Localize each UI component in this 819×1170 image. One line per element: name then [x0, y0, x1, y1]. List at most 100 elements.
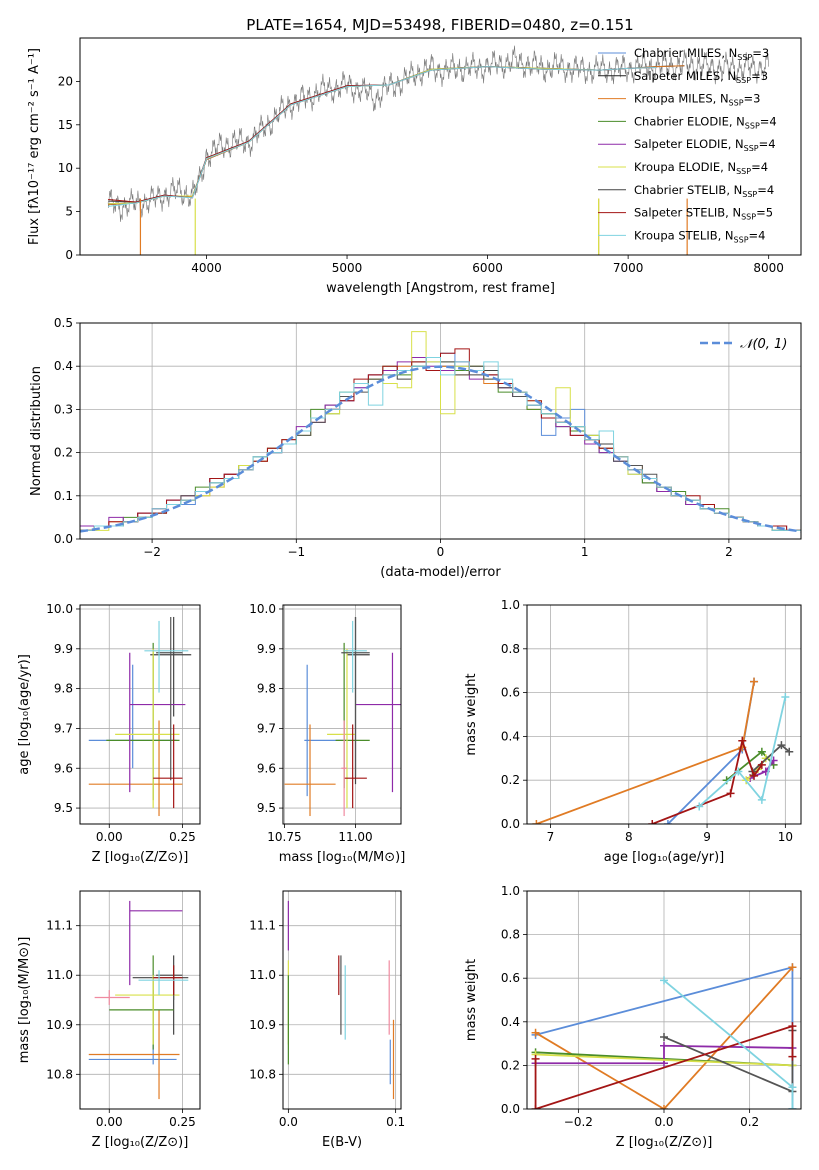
legend-label-text: Salpeter STELIB, N [634, 206, 741, 220]
legend-label-text: Kroupa STELIB, N [634, 228, 734, 242]
y-tick-label: 0.0 [54, 532, 73, 546]
weight-marker [738, 736, 747, 745]
legend-label-text: Chabrier ELODIE, N [634, 114, 745, 128]
legend-label-subscript: SSP [737, 53, 752, 62]
model-spectrum-line [108, 65, 685, 206]
weight-marker [757, 760, 766, 769]
plot-area [88, 616, 192, 817]
weight-marker [660, 1105, 668, 1109]
y-tick-label: 0.4 [54, 359, 73, 373]
legend-label-suffix: =3 [751, 69, 768, 83]
weight-marker [663, 820, 672, 824]
y-tick-label: 11.1 [46, 919, 73, 933]
y-tick-label: 15 [58, 118, 73, 132]
weight-line [667, 681, 755, 824]
x-tick-label: 0.00 [96, 830, 123, 844]
weight-marker [788, 1105, 797, 1109]
plot-area [80, 331, 801, 539]
x-axis-label: Z [log₁₀(Z/Z⊙)] [92, 850, 189, 865]
legend-label: Salpeter MILES, NSSP=3 [634, 69, 768, 85]
plot-area [107, 45, 769, 255]
legend-label-text: Kroupa MILES, N [634, 92, 729, 106]
x-tick-label: 0.25 [169, 1115, 196, 1129]
legend-label-subscript: SSP [742, 190, 757, 199]
x-axis-label: wavelength [Angstrom, rest frame] [326, 281, 555, 296]
weight-marker [781, 692, 790, 701]
y-tick-label: 9.8 [257, 682, 276, 696]
weight-marker [788, 963, 797, 972]
legend-label-text: Kroupa ELODIE, N [634, 160, 736, 174]
x-tick-label: 0.1 [386, 1115, 405, 1129]
y-tick-label: 1.0 [501, 598, 520, 612]
y-tick-label: 11.1 [249, 919, 276, 933]
x-tick-label: 11.00 [338, 830, 372, 844]
y-tick-label: 10.0 [46, 602, 73, 616]
x-tick-label: 7000 [613, 261, 644, 275]
y-tick-label: 0.1 [54, 489, 73, 503]
weight-marker [788, 1083, 797, 1092]
legend-label: Kroupa ELODIE, NSSP=4 [634, 160, 768, 176]
y-tick-label: 9.7 [257, 721, 276, 735]
weight-marker [660, 976, 668, 985]
y-axis-label: Normed distribution [29, 366, 44, 496]
x-axis-label: Z [log₁₀(Z/Z⊙)] [92, 1135, 189, 1150]
weight-line [535, 966, 794, 1109]
y-axis-label: age [log₁₀(age/yr)] [17, 654, 32, 775]
panel-weight-vs-Z: −0.2 0.0 0.2 0.0 0.2 0.4 0.6 0.8 1.0 Z [log₁₀(Z/Z… [464, 884, 802, 1150]
weight-marker [648, 820, 657, 824]
axes-frame [526, 604, 802, 825]
y-tick-label: 9.6 [257, 761, 276, 775]
x-tick-label: −0.2 [564, 1115, 593, 1129]
model-spectrum-line [108, 66, 601, 205]
y-tick-label: 0.8 [501, 928, 520, 942]
legend-label: Salpeter ELODIE, NSSP=4 [634, 137, 776, 153]
x-axis-label: age [log₁₀(age/yr)] [604, 850, 725, 865]
y-tick-label: 10 [58, 161, 73, 175]
model-spectrum-line [108, 66, 657, 207]
x-tick-label: 0.2 [740, 1115, 759, 1129]
legend-label-subscript: SSP [734, 235, 749, 244]
y-tick-label: 0.8 [501, 642, 520, 656]
legend-label: Chabrier ELODIE, NSSP=4 [634, 114, 777, 130]
x-tick-label: 0 [437, 545, 445, 559]
weight-marker [660, 1033, 668, 1042]
model-spectrum-line [108, 65, 685, 206]
weight-marker [750, 771, 759, 780]
weight-marker [750, 677, 759, 686]
x-tick-label: 0.0 [654, 1115, 673, 1129]
panel-age-vs-mass: 10.75 11.00 9.5 9.6 9.7 9.8 9.9 10.0 mass [log₁₀… [249, 602, 405, 865]
legend-label-text: Chabrier MILES, N [634, 46, 737, 60]
x-tick-label: −2 [143, 545, 161, 559]
x-tick-label: 0.0 [279, 1115, 298, 1129]
y-tick-label: 0.4 [501, 1015, 520, 1029]
weight-marker [660, 1041, 668, 1050]
x-tick-label: 10.75 [267, 830, 301, 844]
panel-age-vs-Z: 0.00 0.25 9.5 9.6 9.7 9.8 9.9 10.0 Z [log₁₀(Z/Z⊙… [17, 602, 201, 865]
plot-area [284, 616, 401, 817]
plot-area [531, 963, 797, 1109]
x-tick-label: −1 [287, 545, 305, 559]
y-tick-label: 0.0 [501, 817, 520, 831]
axes-frame [526, 890, 802, 1110]
axes-frame [282, 604, 402, 825]
y-tick-label: 1.0 [501, 884, 520, 898]
x-axis-label: (data-model)/error [380, 565, 501, 580]
axes-frame [79, 37, 802, 256]
y-tick-label: 9.9 [257, 642, 276, 656]
plot-area [287, 900, 395, 1100]
legend-label-subscript: SSP [736, 167, 751, 176]
panel-weight-vs-age: 7 8 9 10 0.0 0.2 0.4 0.6 0.8 1.0 age [log₁₀(age/yr… [464, 598, 802, 865]
y-tick-label: 5 [65, 205, 73, 219]
x-axis-label: Z [log₁₀(Z/Z⊙)] [616, 1135, 713, 1150]
y-tick-label: 9.8 [54, 682, 73, 696]
panel-mass-vs-Z: 0.00 0.25 10.8 10.9 11.0 11.1 Z [log₁₀(Z/Z⊙)] m… [17, 890, 201, 1150]
panel-mass-vs-EBV: 0.0 0.1 10.8 10.9 11.0 11.1 E(B-V) [249, 890, 405, 1150]
legend-label-suffix: =4 [760, 114, 777, 128]
weight-marker [531, 1105, 540, 1109]
weight-marker [757, 795, 766, 804]
y-axis-label: mass [log₁₀(M/M⊙)] [17, 937, 32, 1064]
legend-label: Kroupa STELIB, NSSP=4 [634, 228, 765, 244]
x-tick-label: 1 [581, 545, 589, 559]
